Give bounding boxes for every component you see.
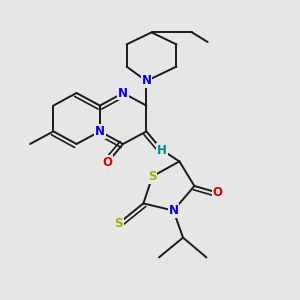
Text: H: H — [157, 143, 167, 157]
Text: N: N — [168, 204, 178, 217]
Text: N: N — [141, 74, 152, 88]
Text: O: O — [102, 156, 112, 169]
Text: S: S — [148, 170, 157, 183]
Text: O: O — [212, 186, 223, 199]
Text: N: N — [95, 125, 105, 138]
Text: N: N — [118, 86, 128, 100]
Text: S: S — [114, 217, 123, 230]
